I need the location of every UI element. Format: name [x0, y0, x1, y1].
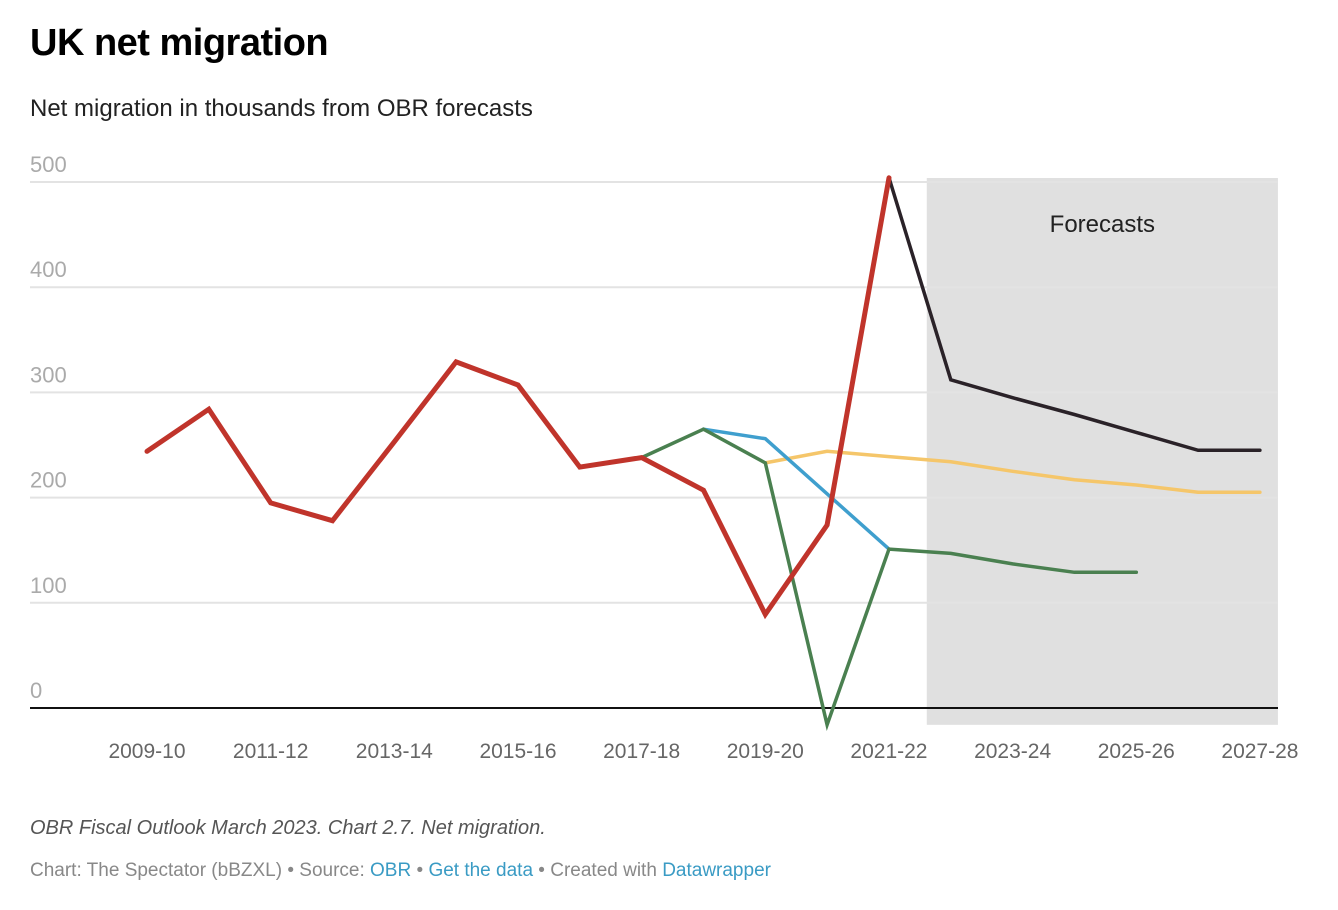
x-tick-label: 2017-18: [603, 740, 680, 763]
separator: •: [282, 860, 300, 881]
source-label: Source:: [299, 860, 371, 881]
x-tick-label: 2025-26: [1098, 740, 1175, 763]
chart-title: UK net migration: [30, 22, 329, 64]
chart-byline: Chart: The Spectator (bBZXL) • Source: O…: [30, 860, 771, 882]
separator: •: [533, 860, 551, 881]
x-tick-label: 2013-14: [356, 740, 433, 763]
created-with-label: Created with: [550, 860, 663, 881]
forecast-annotation: Forecasts: [1050, 211, 1155, 238]
series-line-black: [887, 176, 1262, 453]
line-chart: Forecasts 0 100 200 300 400 500 2009-10 2011-12 2…: [30, 152, 1298, 763]
chart-credit: Chart: The Spectator (bBZXL): [30, 860, 283, 881]
chart-subtitle: Net migration in thousands from OBR fore…: [30, 95, 533, 122]
series-line-green: [639, 427, 1139, 732]
y-tick-label: 300: [30, 362, 67, 387]
separator: •: [411, 860, 429, 881]
get-the-data-link[interactable]: Get the data: [428, 860, 534, 881]
x-tick-label: 2027-28: [1221, 740, 1298, 763]
x-tick-label: 2015-16: [479, 740, 556, 763]
y-tick-label: 0: [30, 678, 42, 703]
y-tick-label: 400: [30, 257, 67, 282]
y-tick-label: 200: [30, 468, 67, 493]
y-tick-label: 100: [30, 573, 67, 598]
y-tick-label: 500: [30, 152, 67, 177]
series-line-yellow: [763, 449, 1262, 495]
series-line-red: [144, 175, 892, 620]
x-tick-label: 2011-12: [233, 740, 309, 763]
datawrapper-link[interactable]: Datawrapper: [662, 860, 771, 881]
x-tick-label: 2019-20: [727, 740, 804, 763]
series-line-blue: [701, 427, 891, 551]
source-link-obr[interactable]: OBR: [370, 860, 412, 881]
x-tick-label: 2023-24: [974, 740, 1051, 763]
chart-notes: OBR Fiscal Outlook March 2023. Chart 2.7…: [30, 817, 546, 839]
x-tick-label: 2009-10: [108, 740, 185, 763]
x-tick-label: 2021-22: [850, 740, 927, 763]
